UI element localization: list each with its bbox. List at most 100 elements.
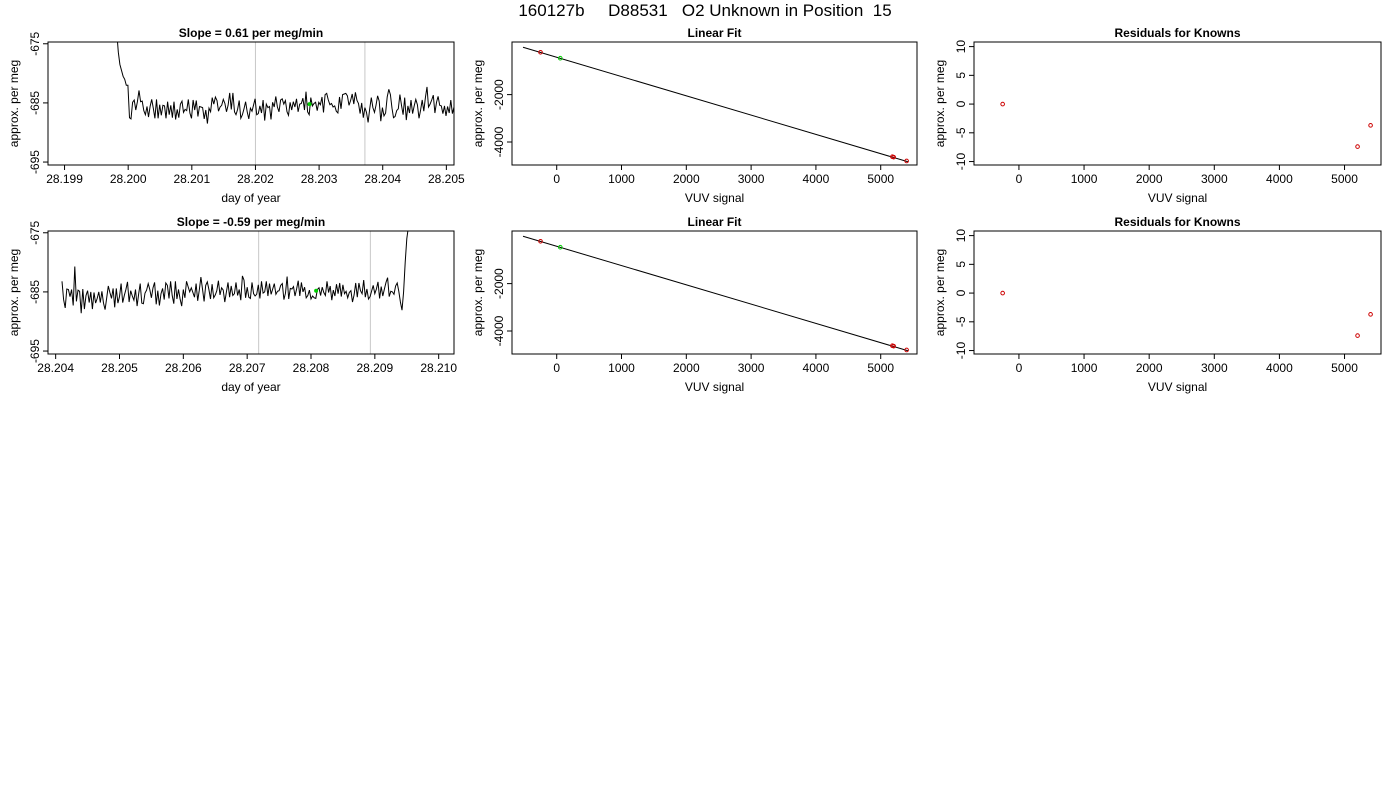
x-tick-label: 0 [553, 361, 560, 375]
x-tick-label: 3000 [1201, 361, 1228, 375]
x-tick-label: 0 [553, 172, 560, 186]
y-tick-label: 5 [954, 72, 968, 79]
x-tick-label: 28.209 [356, 361, 393, 375]
known-point [538, 50, 543, 55]
x-tick-label: 0 [1016, 361, 1023, 375]
chart-panel-2: Linear Fit 0 1000 2000 3000 4000 5000 -2000 -400… [471, 26, 918, 205]
x-tick-label: 28.202 [237, 172, 274, 186]
y-tick-label: -685 [28, 280, 42, 304]
chart-title: Slope = -0.59 per meg/min [177, 215, 325, 229]
chart-title: Residuals for Knowns [1114, 215, 1240, 229]
x-tick-label: 28.207 [229, 361, 266, 375]
x-tick-label: 1000 [1071, 361, 1098, 375]
chart-panel-5: Linear Fit 0 1000 2000 3000 4000 5000 -2000 -400… [471, 215, 918, 394]
y-tick-label: -695 [28, 339, 42, 363]
chart-panel-3: Residuals for Knowns 0 1000 2000 3000 4000 500… [933, 26, 1382, 205]
y-tick-label: -685 [28, 91, 42, 115]
plot-frame [47, 230, 455, 355]
unknown-point [557, 55, 563, 61]
plot-area [522, 46, 909, 164]
x-tick-label: 5000 [1331, 172, 1358, 186]
plot-frame [973, 230, 1382, 355]
x-tick-label: 3000 [738, 361, 765, 375]
y-tick-label: 0 [954, 100, 968, 107]
x-tick-label: 28.200 [110, 172, 147, 186]
plot-frame [511, 41, 918, 166]
x-tick-label: 28.201 [173, 172, 210, 186]
known-point [904, 158, 909, 164]
chart-panel-1: Slope = 0.61 per meg/min 28.199 28.200 28.2… [7, 26, 465, 205]
series-line [117, 42, 454, 124]
x-tick-label: 5000 [867, 172, 894, 186]
x-tick-label: 28.204 [37, 361, 74, 375]
y-tick-label: -4000 [492, 126, 506, 157]
unknown-marker [314, 288, 319, 293]
x-axis-label: VUV signal [685, 191, 744, 205]
x-tick-label: 4000 [803, 172, 830, 186]
y-tick-label: 0 [954, 289, 968, 296]
x-tick-label: 28.210 [420, 361, 457, 375]
x-tick-label: 3000 [1201, 172, 1228, 186]
x-tick-label: 28.205 [428, 172, 465, 186]
y-tick-label: -695 [28, 150, 42, 174]
x-axis-label: day of year [221, 380, 280, 394]
known-point [1368, 312, 1373, 317]
y-tick-label: -2000 [492, 79, 506, 110]
y-tick-label: -2000 [492, 268, 506, 299]
known-point [538, 239, 543, 244]
chart-title: Slope = 0.61 per meg/min [179, 26, 323, 40]
x-tick-label: 1000 [608, 172, 635, 186]
plot-frame [973, 41, 1382, 166]
y-tick-label: 10 [954, 229, 968, 243]
y-axis-label: approx. per meg [471, 60, 485, 147]
x-tick-label: 4000 [803, 361, 830, 375]
x-tick-label: 5000 [1331, 361, 1358, 375]
x-tick-label: 0 [1016, 172, 1023, 186]
known-point [1368, 123, 1373, 128]
x-tick-label: 28.208 [293, 361, 330, 375]
x-axis-label: VUV signal [685, 380, 744, 394]
y-tick-label: -10 [954, 342, 968, 360]
plot-area [1000, 101, 1373, 149]
y-axis-label: approx. per meg [7, 60, 21, 147]
y-tick-label: -5 [954, 316, 968, 327]
x-tick-label: 28.199 [46, 172, 83, 186]
chart-panel-4: Slope = -0.59 per meg/min 28.204 28.205 28.… [7, 215, 457, 394]
known-point [1355, 333, 1360, 338]
x-tick-label: 28.206 [165, 361, 202, 375]
x-tick-label: 3000 [738, 172, 765, 186]
known-point [1000, 101, 1005, 107]
plot-area [61, 231, 409, 354]
x-tick-label: 1000 [1071, 172, 1098, 186]
x-tick-label: 28.204 [364, 172, 401, 186]
known-point [904, 347, 909, 353]
plot-frame [511, 230, 918, 355]
unknown-point [557, 244, 563, 250]
y-tick-label: -675 [28, 220, 42, 244]
chart-panel-6: Residuals for Knowns 0 1000 2000 3000 4000 500… [933, 215, 1382, 394]
x-axis-label: VUV signal [1148, 191, 1207, 205]
plot-area [117, 42, 454, 165]
x-tick-label: 4000 [1266, 361, 1293, 375]
known-point [891, 343, 896, 349]
y-tick-label: 5 [954, 261, 968, 268]
y-tick-label: -10 [954, 153, 968, 171]
fit-line [522, 46, 909, 163]
y-axis-label: approx. per meg [7, 249, 21, 336]
x-tick-label: 2000 [1136, 172, 1163, 186]
fit-line [522, 235, 909, 352]
unknown-marker [307, 102, 312, 107]
x-tick-label: 2000 [673, 361, 700, 375]
main-title: 160127b D88531 O2 Unknown in Position 15 [518, 1, 892, 20]
known-point [1000, 290, 1005, 296]
plot-area [1000, 290, 1373, 338]
x-tick-label: 4000 [1266, 172, 1293, 186]
x-axis-label: VUV signal [1148, 380, 1207, 394]
x-tick-label: 28.205 [101, 361, 138, 375]
chart-title: Linear Fit [687, 26, 741, 40]
plot-area [522, 235, 909, 353]
known-point [891, 154, 896, 160]
chart-title: Residuals for Knowns [1114, 26, 1240, 40]
x-tick-label: 2000 [1136, 361, 1163, 375]
